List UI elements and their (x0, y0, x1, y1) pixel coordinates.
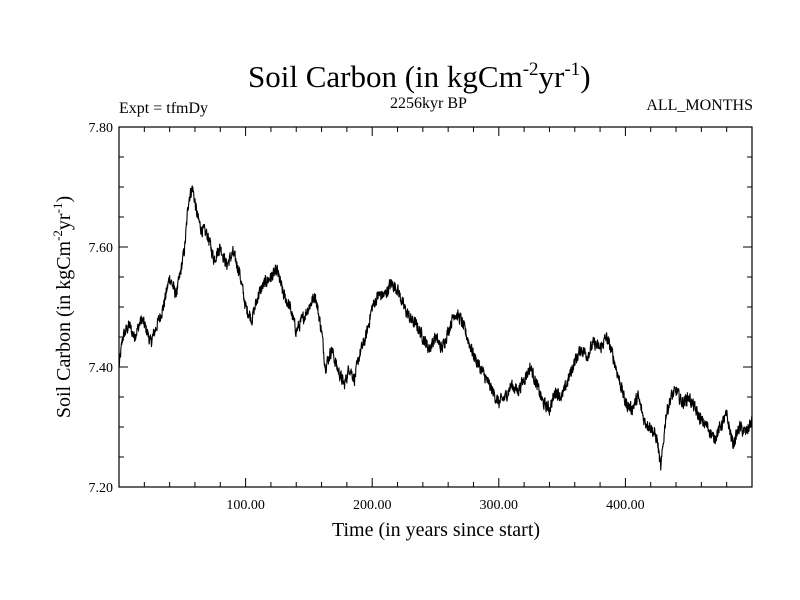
axis-ticks (119, 127, 752, 487)
y-tick-label: 7.60 (89, 241, 114, 256)
plot-frame (118, 126, 753, 488)
y-tick-label: 7.80 (89, 121, 114, 136)
chart-title: Soil Carbon (in kgCm-2yr-1) (248, 59, 591, 94)
chart-subtitle: 2256kyr BP (390, 95, 467, 112)
period-label: ALL_MONTHS (646, 97, 753, 114)
y-tick-label: 7.40 (89, 361, 114, 376)
experiment-label: Expt = tfmDy (119, 100, 208, 117)
x-tick-label: 400.00 (606, 498, 645, 513)
y-tick-label: 7.20 (89, 481, 114, 496)
x-tick-label: 200.00 (353, 498, 392, 513)
x-axis-label: Time (in years since start) (332, 519, 540, 541)
tick-labels: 100.00 200.00 300.00 400.00 7.20 7.40 7.60 7.80 (89, 121, 645, 513)
series-line-soil-carbon (118, 185, 753, 471)
x-tick-label: 300.00 (480, 498, 519, 513)
y-axis-label: Soil Carbon (in kgCm-2yr-1) (50, 196, 75, 418)
x-tick-label: 100.00 (226, 498, 265, 513)
